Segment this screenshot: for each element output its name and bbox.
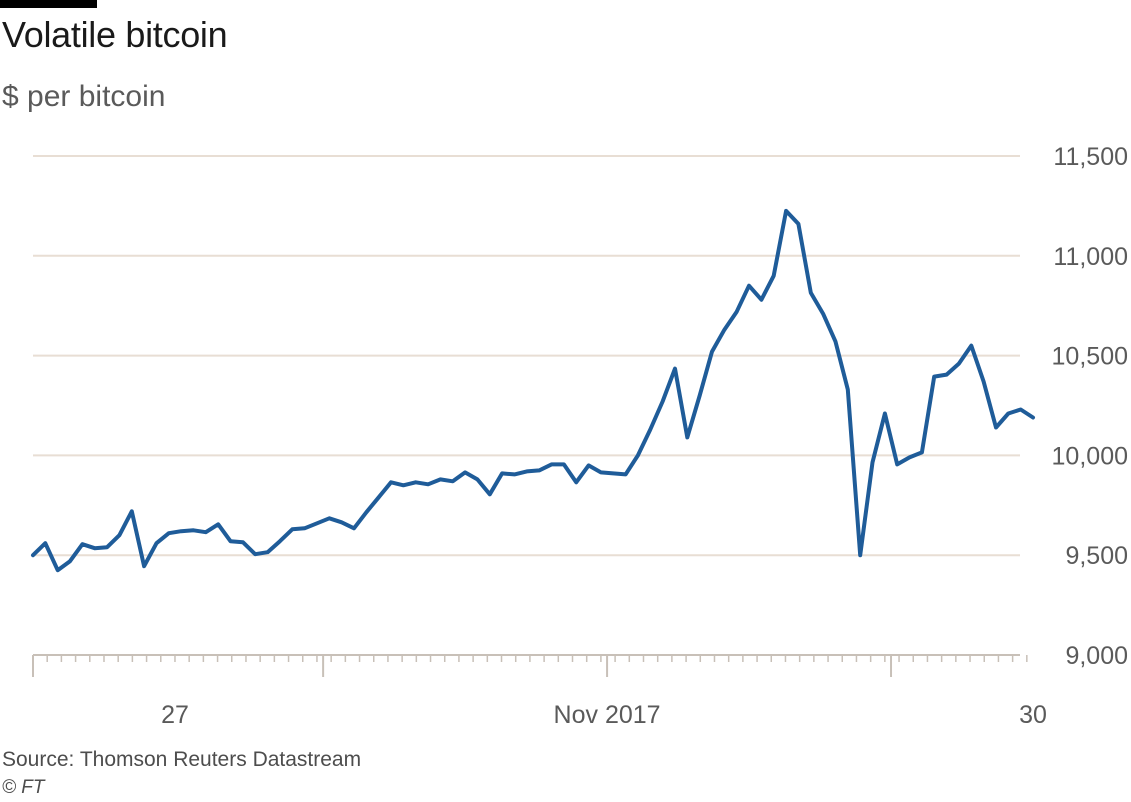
- copyright-note: © FT: [2, 777, 45, 798]
- y-tick-label: 11,500: [1053, 143, 1128, 171]
- y-tick-label: 10,500: [1052, 343, 1128, 371]
- chart-subtitle: $ per bitcoin: [2, 80, 166, 113]
- grid-layer: [33, 155, 1020, 557]
- price-line: [31, 208, 1035, 573]
- x-tick-label: Nov 2017: [554, 701, 661, 729]
- y-tick-label: 11,000: [1053, 243, 1128, 271]
- ft-top-bar: [0, 0, 97, 8]
- x-tick-label: 27: [161, 701, 189, 729]
- tick-labels: 9,000 9,500 10,000 10,500 11,000 11,500 27 Nov …: [161, 143, 1128, 729]
- y-tick-label: 9,000: [1065, 642, 1128, 670]
- y-tick-label: 9,500: [1065, 542, 1128, 570]
- series-layer: [31, 208, 1035, 573]
- source-note: Source: Thomson Reuters Datastream: [2, 748, 362, 771]
- chart-title: Volatile bitcoin: [2, 14, 228, 55]
- x-tick-label: 30: [1019, 701, 1047, 729]
- y-tick-label: 10,000: [1052, 442, 1128, 470]
- x-axis: [32, 654, 1028, 677]
